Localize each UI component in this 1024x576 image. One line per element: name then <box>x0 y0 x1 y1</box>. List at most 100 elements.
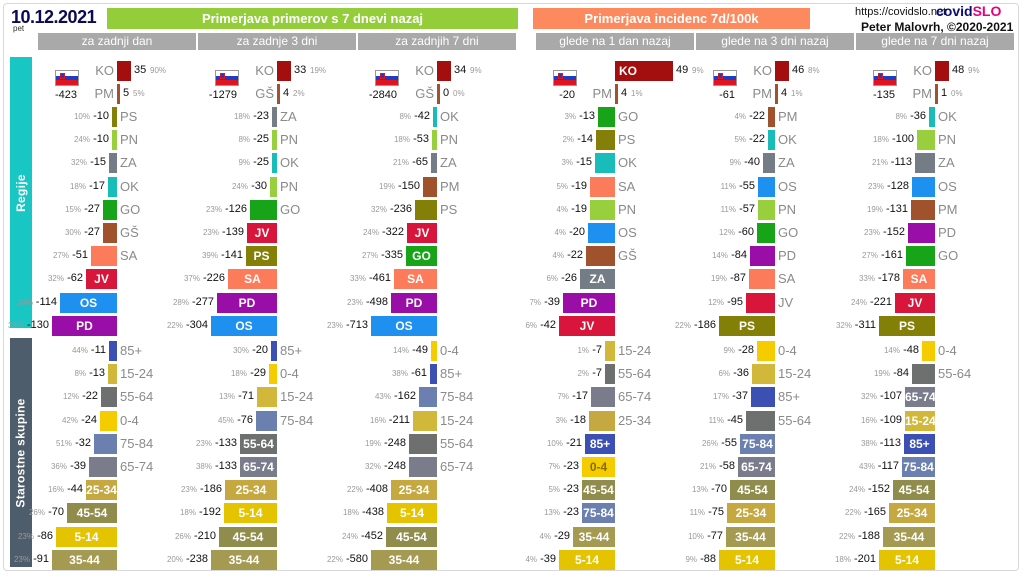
age-percent: 24% <box>341 532 358 541</box>
region-bar <box>598 107 615 127</box>
age-bar <box>559 550 615 570</box>
age-percent: 42% <box>61 416 78 425</box>
age-bar <box>386 527 437 547</box>
top-region-label: GŠ <box>255 86 274 101</box>
age-value: -211 <box>388 414 410 426</box>
age-bar <box>740 434 775 454</box>
region-percent: 23% <box>346 298 363 307</box>
slovenia-flag-icon <box>215 70 239 86</box>
region-percent: 19% <box>866 205 883 214</box>
panel-header: za zadnji dan <box>38 33 196 50</box>
region-bar <box>270 177 277 197</box>
region-label: SA <box>120 248 138 263</box>
region-value: -113 <box>890 156 912 168</box>
region-value: -15 <box>576 156 592 168</box>
age-label: 55-64 <box>618 366 652 381</box>
age-label: 15-24 <box>440 413 474 428</box>
age-bar-label: 85+ <box>909 437 930 451</box>
region-bar <box>109 153 117 173</box>
age-bar <box>726 527 775 547</box>
region-bar <box>580 269 615 289</box>
region-percent: 19% <box>710 274 727 283</box>
region-percent: 6% <box>525 321 537 330</box>
age-bar <box>413 411 437 431</box>
age-bar <box>904 434 935 454</box>
age-bar <box>582 480 615 500</box>
region-value: -27 <box>84 203 100 215</box>
age-value: -238 <box>185 553 208 565</box>
age-value: -70 <box>48 506 64 518</box>
region-bar-label: PS <box>738 319 755 333</box>
region-value: -19 <box>571 203 587 215</box>
age-percent: 17% <box>712 392 729 401</box>
age-percent: 38% <box>391 369 408 378</box>
region-label: PN <box>280 179 299 194</box>
region-percent: 5% <box>556 182 568 191</box>
age-percent: 26% <box>28 508 45 517</box>
age-bar <box>101 387 117 407</box>
age-value: -188 <box>857 530 880 542</box>
region-bar-label: PS <box>253 249 270 263</box>
region-label: ZA <box>440 155 457 170</box>
frame-border <box>3 3 1019 571</box>
region-bar <box>272 130 277 150</box>
age-value: -76 <box>237 414 253 426</box>
brand-part-a: covid <box>936 3 973 19</box>
banner-cases-comparison: Primerjava primerov s 7 dnevi nazaj <box>107 8 518 29</box>
region-bar <box>588 223 615 243</box>
age-value: -23 <box>563 483 579 495</box>
age-percent: 38% <box>195 462 212 471</box>
top-bar-value: 5 <box>123 87 130 99</box>
region-value: -53 <box>413 133 429 145</box>
age-percent: 5% <box>548 485 560 494</box>
region-bar <box>112 130 117 150</box>
region-bar <box>52 316 117 336</box>
region-bar <box>415 200 437 220</box>
age-percent: 10% <box>546 439 563 448</box>
region-percent: 10% <box>73 112 90 121</box>
region-value: -139 <box>221 226 244 238</box>
side-label-regions: Regije <box>10 57 32 328</box>
region-percent: 24% <box>16 298 33 307</box>
age-bar <box>905 411 935 431</box>
region-percent: 12% <box>718 228 735 237</box>
age-bar <box>94 434 117 454</box>
age-bar <box>224 503 277 523</box>
age-percent: 7% <box>557 392 569 401</box>
top-bar-value: 49 <box>676 64 689 76</box>
region-label: PD <box>938 225 957 240</box>
region-bar <box>433 107 437 127</box>
age-value: -55 <box>721 437 737 449</box>
age-label: 0-4 <box>938 343 957 358</box>
slovenia-flag-icon <box>375 70 399 86</box>
age-percent: 4% <box>525 555 537 564</box>
region-value: -126 <box>224 203 247 215</box>
region-value: -226 <box>202 272 225 284</box>
age-bar <box>219 527 277 547</box>
age-bar <box>889 503 935 523</box>
age-bar <box>419 387 437 407</box>
region-bar <box>86 269 117 289</box>
age-bar <box>371 550 437 570</box>
age-value: -7 <box>592 344 602 356</box>
age-value: -248 <box>383 460 406 472</box>
age-value: -7 <box>592 367 602 379</box>
weekday-label: pet <box>13 24 25 33</box>
region-bar <box>749 269 775 289</box>
age-label: 65-74 <box>120 459 154 474</box>
age-percent: 9% <box>685 555 697 564</box>
region-bar-label: JV <box>907 296 923 310</box>
region-value: -42 <box>414 110 430 122</box>
region-bar <box>586 246 615 266</box>
age-percent: 36% <box>50 462 67 471</box>
top-region-label: PM <box>94 86 115 101</box>
top-bar-percent: 19% <box>310 66 327 75</box>
site-url[interactable]: https://covidslo.net <box>855 6 947 18</box>
region-bar <box>768 107 775 127</box>
region-percent: 4% <box>556 205 568 214</box>
age-value: -20 <box>252 344 268 356</box>
top-bar-percent: 0% <box>453 89 465 98</box>
region-percent: 8% <box>238 135 250 144</box>
region-bar-label: JV <box>414 226 430 240</box>
region-label: GO <box>280 202 301 217</box>
